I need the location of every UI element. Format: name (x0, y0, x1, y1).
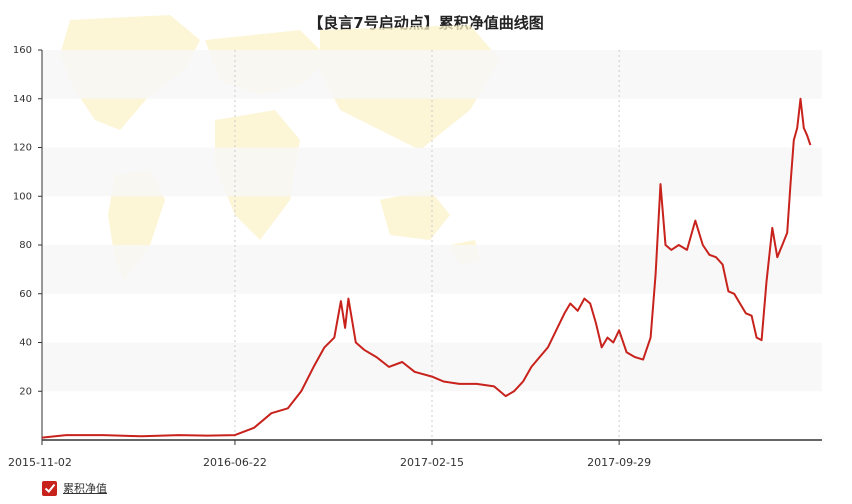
legend-label: 累积净值 (63, 482, 107, 495)
y-tick-label: 100 (13, 191, 32, 202)
checkbox-icon[interactable] (42, 480, 57, 496)
y-tick-label: 120 (13, 143, 32, 154)
legend-item[interactable]: 累积净值 (42, 480, 107, 496)
y-tick-label: 140 (13, 94, 32, 105)
x-tick-label: 2017-02-15 (400, 456, 464, 469)
world-map-shape (380, 190, 450, 240)
y-tick-label: 160 (13, 45, 32, 56)
x-tick-label: 2017-09-29 (587, 456, 651, 469)
y-tick-label: 20 (19, 386, 32, 397)
series-line (41, 97, 812, 439)
chart-title: 【良言7号启动点】累积净值曲线图 (308, 14, 544, 32)
y-tick-label: 60 (19, 289, 32, 300)
x-tick-label: 2016-06-22 (203, 456, 267, 469)
y-tick-label: 80 (19, 240, 32, 251)
x-tick-label: 2015-11-02 (8, 456, 72, 469)
y-tick-label: 40 (19, 338, 32, 349)
